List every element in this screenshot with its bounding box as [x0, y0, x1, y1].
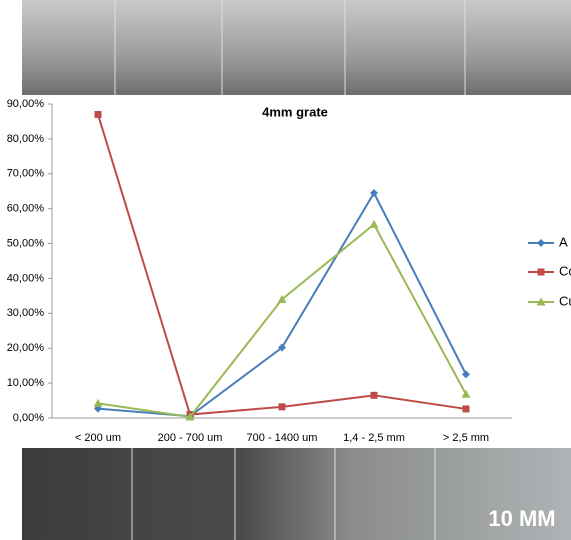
- data-point: [463, 405, 470, 412]
- chart: 10 MM 4mm grate 0,00% 10,00% 20,00% 30,00% 4…: [0, 0, 571, 540]
- legend-marker: [538, 269, 545, 276]
- y-tick-label: 70,00%: [7, 168, 45, 180]
- data-point: [462, 390, 471, 398]
- data-point: [279, 403, 286, 410]
- series-line: [98, 224, 466, 417]
- y-tick-label: 0,00%: [13, 412, 44, 424]
- legend-label: Co: [559, 263, 571, 278]
- y-tick-label: 90,00%: [7, 98, 45, 110]
- series-line: [98, 193, 466, 416]
- y-tick-label: 30,00%: [7, 307, 45, 319]
- data-point: [371, 392, 378, 399]
- y-tick-label: 20,00%: [7, 342, 45, 354]
- y-tick-label: 50,00%: [7, 237, 45, 249]
- photo-label: 10 MM: [488, 506, 555, 531]
- data-point: [95, 111, 102, 118]
- x-tick-label: 1,4 - 2,5 mm: [343, 432, 405, 444]
- data-point: [370, 220, 379, 228]
- legend-label: A: [559, 234, 568, 249]
- data-point: [462, 370, 470, 378]
- legend-marker: [537, 239, 545, 247]
- y-tick-label: 80,00%: [7, 133, 45, 145]
- chart-title: 4mm grate: [262, 104, 328, 119]
- y-tick-label: 60,00%: [7, 203, 45, 215]
- y-tick-label: 40,00%: [7, 272, 45, 284]
- top-photo: [22, 0, 571, 95]
- x-tick-label: 200 - 700 um: [158, 432, 223, 444]
- x-tick-label: > 2,5 mm: [443, 432, 489, 444]
- x-tick-label: < 200 um: [75, 432, 121, 444]
- legend-label: Cu: [559, 293, 571, 308]
- x-tick-label: 700 - 1400 um: [247, 432, 318, 444]
- y-tick-label: 10,00%: [7, 377, 45, 389]
